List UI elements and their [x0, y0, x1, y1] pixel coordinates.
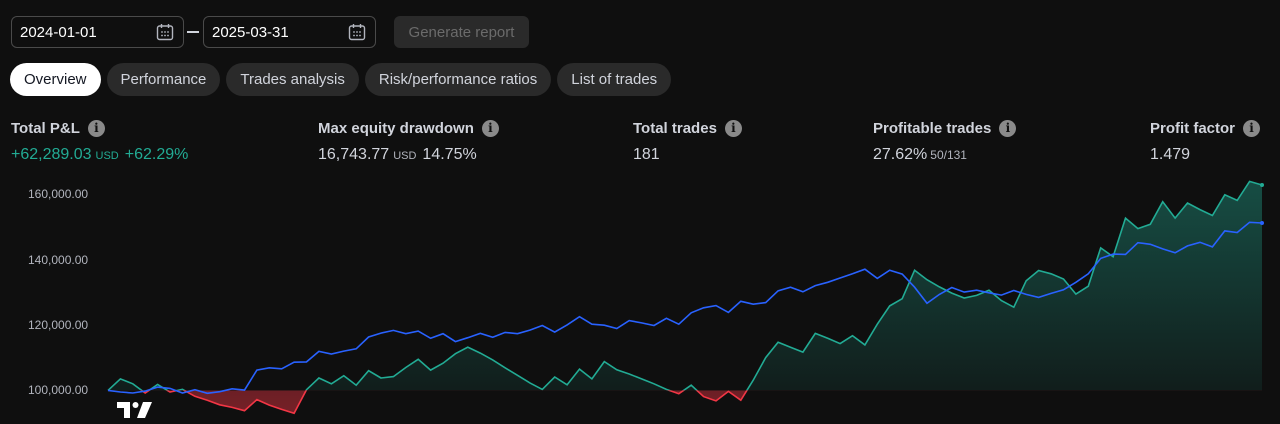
strategy-equity-line-loss: [107, 390, 748, 415]
generate-report-button[interactable]: Generate report: [394, 16, 529, 48]
end-date-input[interactable]: 2025-03-31: [203, 16, 376, 48]
tab-performance[interactable]: Performance: [106, 63, 221, 96]
metric-unit: USD: [95, 150, 119, 162]
y-tick-label: 120,000.00: [28, 318, 89, 332]
chart-layer: [107, 180, 1264, 415]
metric-value: 1.479: [1150, 146, 1191, 163]
y-tick-label: 140,000.00: [28, 253, 89, 267]
metric-value: 16,743.77: [318, 146, 390, 163]
tab-risk-performance-ratios[interactable]: Risk/performance ratios: [364, 63, 552, 96]
y-tick-label: 100,000.00: [28, 383, 89, 397]
end-date-value: 2025-03-31: [212, 23, 289, 41]
report-tabs: Overview Performance Trades analysis Ris…: [10, 63, 672, 96]
metric-value: +62,289.03: [11, 146, 92, 163]
info-icon[interactable]: i: [1243, 119, 1261, 137]
metric-value: 181: [633, 146, 660, 163]
metric-max-drawdown: Max equity drawdown i 16,743.77 USD 14.75%: [318, 118, 499, 164]
metric-profitable-trades: Profitable trades i 27.62% 50/131: [873, 118, 1017, 164]
metric-percent: 14.75%: [422, 146, 477, 163]
metric-total-pnl: Total P&L i +62,289.03 USD +62.29%: [11, 118, 188, 164]
start-date-input[interactable]: 2024-01-01: [11, 16, 184, 48]
info-icon[interactable]: i: [999, 119, 1017, 137]
metric-percent: +62.29%: [124, 146, 189, 163]
calendar-icon[interactable]: [347, 22, 367, 42]
tab-list-of-trades[interactable]: List of trades: [557, 63, 672, 96]
metric-label: Profit factor: [1150, 119, 1236, 137]
info-icon[interactable]: i: [481, 119, 499, 137]
strategy-profit-area: [108, 181, 1262, 391]
benchmark-last-point: [1260, 220, 1264, 225]
benchmark-line: [107, 221, 1263, 395]
metric-unit: USD: [393, 150, 417, 162]
start-date-value: 2024-01-01: [20, 23, 97, 41]
metric-label: Max equity drawdown: [318, 119, 474, 137]
equity-chart[interactable]: [0, 170, 1280, 424]
metric-value: 27.62%: [873, 146, 928, 163]
metric-profit-factor: Profit factor i 1.479: [1150, 118, 1261, 164]
metric-label: Total P&L: [11, 119, 80, 137]
metric-total-trades: Total trades i 181: [633, 118, 742, 164]
date-range-separator: [187, 31, 199, 33]
calendar-icon[interactable]: [155, 22, 175, 42]
tradingview-logo: [117, 402, 152, 418]
strategy-loss-area: [108, 390, 1262, 414]
metric-label: Total trades: [633, 119, 717, 137]
metric-sub-value: 50/131: [930, 148, 967, 162]
metric-label: Profitable trades: [873, 119, 992, 137]
tab-overview[interactable]: Overview: [10, 63, 101, 96]
strategy-last-point: [1260, 182, 1264, 187]
info-icon[interactable]: i: [87, 119, 105, 137]
y-tick-label: 160,000.00: [28, 187, 89, 201]
info-icon[interactable]: i: [724, 119, 742, 137]
tab-trades-analysis[interactable]: Trades analysis: [226, 63, 359, 96]
